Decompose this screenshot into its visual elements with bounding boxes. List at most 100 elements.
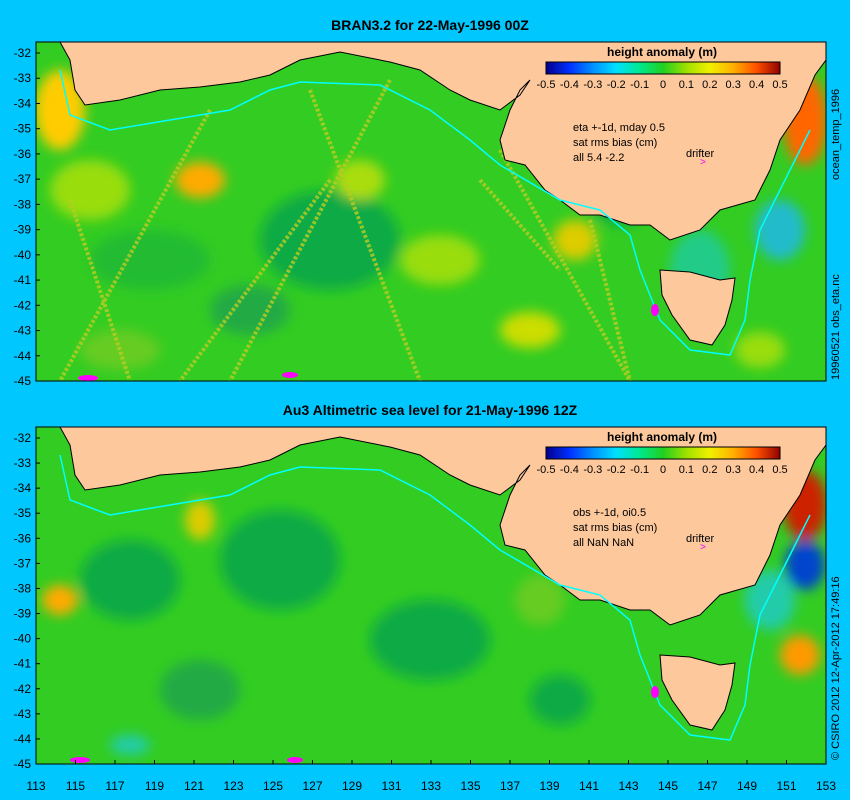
top-map-panel: BRAN3.2 for 22-May-1996 00Z height anoma… (14, 17, 827, 388)
bottom-colorbar-tick-label: 0.4 (749, 464, 764, 476)
bottom-y-tick-label: -41 (14, 657, 32, 671)
bottom-x-tick-label: 125 (263, 779, 283, 793)
bottom-colorbar-tick-label: 0 (660, 464, 666, 476)
bottom-x-tick-label: 113 (26, 779, 45, 793)
top-stats-line: all 5.4 -2.2 (573, 152, 624, 164)
top-satellite-tracks (58, 79, 632, 381)
top-y-tick-label: -40 (14, 248, 32, 262)
top-y-tick-label: -34 (14, 96, 32, 110)
top-side-label: ocean_temp_1996 (830, 88, 842, 180)
bottom-colorbar-tick-label: 0.5 (772, 464, 787, 476)
top-y-tick-label: -45 (14, 374, 32, 388)
bottom-drifter-mark-2 (70, 757, 90, 763)
bottom-y-tick-label: -38 (14, 581, 32, 595)
bottom-drifter-label: drifter (686, 533, 714, 545)
bottom-y-tick-label: -36 (14, 531, 32, 545)
bottom-x-axis: 113 115 117 119 121 123 125 127 129 131 133 135 137 1… (26, 760, 836, 793)
bottom-x-tick-label: 145 (658, 779, 678, 793)
bottom-colorbar-tick-label: -0.5 (537, 464, 556, 476)
top-colorbar-tick-label: -0.5 (537, 79, 556, 91)
top-drifter-icon: > (700, 157, 706, 168)
bottom-x-tick-label: 139 (539, 779, 559, 793)
bottom-land (59, 427, 826, 626)
top-colorbar: height anomaly (m) -0.5 -0.4 -0.3 -0.2 -0.1 0… (537, 45, 788, 91)
bottom-stats: obs +-1d, oi0.5 sat rms bias (cm) all Na… (573, 507, 714, 553)
bottom-drifter-mark-3 (287, 757, 303, 763)
bottom-title: Au3 Altimetric sea level for 21-May-1996… (283, 402, 578, 418)
top-y-tick-label: -32 (14, 46, 32, 60)
top-y-tick-label: -39 (14, 223, 32, 237)
top-y-axis: -32 -33 -34 -35 -36 -37 -38 -39 -40 -41 -42 -43 -44 -… (14, 46, 40, 388)
top-y-tick-label: -38 (14, 197, 32, 211)
bottom-x-tick-label: 131 (381, 779, 401, 793)
bottom-y-tick-label: -44 (14, 732, 32, 746)
top-colorbar-ticks: -0.5 -0.4 -0.3 -0.2 -0.1 0 0.1 0.2 0.3 0.4 0.5 (537, 79, 788, 91)
bottom-x-tick-label: 149 (737, 779, 757, 793)
top-colorbar-tick-label: -0.4 (560, 79, 579, 91)
bottom-colorbar-tick-label: 0.1 (679, 464, 694, 476)
top-colorbar-tick-label: 0.5 (772, 79, 787, 91)
top-colorbar-tick-label: 0.3 (726, 79, 741, 91)
bottom-x-tick-label: 137 (500, 779, 520, 793)
bottom-stats-line: all NaN NaN (573, 537, 634, 549)
top-colorbar-scale (545, 61, 781, 75)
bottom-x-tick-label: 143 (618, 779, 638, 793)
bottom-y-tick-label: -39 (14, 607, 32, 621)
bottom-x-tick-label: 121 (184, 779, 204, 793)
bottom-x-tick-label: 153 (816, 779, 836, 793)
bottom-tasmania (659, 654, 736, 731)
top-y-tick-label: -37 (14, 172, 32, 186)
bottom-y-tick-label: -33 (14, 456, 32, 470)
bottom-x-tick-label: 133 (421, 779, 441, 793)
bottom-stats-line: sat rms bias (cm) (573, 522, 657, 534)
bottom-x-tick-label: 127 (302, 779, 322, 793)
bottom-colorbar-ticks: -0.5 -0.4 -0.3 -0.2 -0.1 0 0.1 0.2 0.3 0.4 0.5 (537, 464, 788, 476)
bottom-colorbar-tick-label: 0.2 (702, 464, 717, 476)
top-colorbar-tick-label: 0.2 (702, 79, 717, 91)
top-stats-line: eta +-1d, mday 0.5 (573, 122, 665, 134)
top-colorbar-tick-label: -0.1 (630, 79, 649, 91)
top-stats: eta +-1d, mday 0.5 sat rms bias (cm) all… (573, 122, 714, 168)
top-y-tick-label: -43 (14, 324, 32, 338)
bottom-drifter-mark (651, 686, 659, 698)
top-y-tick-label: -44 (14, 349, 32, 363)
bottom-colorbar-title: height anomaly (m) (607, 430, 717, 444)
top-colorbar-tick-label: 0.4 (749, 79, 764, 91)
bottom-x-tick-label: 147 (697, 779, 717, 793)
top-colorbar-title: height anomaly (m) (607, 45, 717, 59)
top-colorbar-tick-label: 0 (660, 79, 666, 91)
bottom-y-tick-label: -45 (14, 757, 32, 771)
bottom-map-panel: Au3 Altimetric sea level for 21-May-1996… (14, 402, 837, 793)
top-drifter-mark-3 (282, 372, 298, 378)
bottom-y-axis: -32 -33 -34 -35 -36 -37 -38 -39 -40 -41 -42 -43 -44 -… (14, 431, 40, 771)
bottom-colorbar-tick-label: -0.1 (630, 464, 649, 476)
bottom-anomaly-blobs (42, 470, 826, 755)
bottom-y-tick-label: -32 (14, 431, 32, 445)
bottom-x-tick-label: 117 (105, 779, 124, 793)
bottom-y-tick-label: -35 (14, 506, 32, 520)
bottom-contour-line (59, 454, 811, 741)
bottom-drifter-icon: > (700, 542, 706, 553)
bottom-y-tick-label: -34 (14, 481, 32, 495)
top-stats-line: sat rms bias (cm) (573, 137, 657, 149)
top-y-tick-label: -41 (14, 273, 32, 287)
top-colorbar-tick-label: -0.2 (607, 79, 626, 91)
top-colorbar-tick-label: 0.1 (679, 79, 694, 91)
top-land (59, 42, 826, 241)
top-side-label-2: 19960521 obs_eta.nc (830, 274, 842, 380)
bottom-x-tick-label: 151 (776, 779, 796, 793)
bottom-colorbar-tick-label: 0.3 (726, 464, 741, 476)
bottom-x-tick-label: 123 (223, 779, 243, 793)
bottom-y-tick-label: -37 (14, 556, 32, 570)
bottom-x-tick-label: 115 (66, 779, 85, 793)
top-y-tick-label: -35 (14, 122, 32, 136)
top-colorbar-tick-label: -0.3 (583, 79, 602, 91)
bottom-colorbar-tick-label: -0.4 (560, 464, 579, 476)
top-y-tick-label: -42 (14, 298, 32, 312)
bottom-x-tick-label: 141 (579, 779, 599, 793)
top-drifter-mark-2 (78, 375, 98, 381)
bottom-colorbar-tick-label: -0.3 (583, 464, 602, 476)
bottom-colorbar: height anomaly (m) -0.5 -0.4 -0.3 -0.2 -0.1 0… (537, 430, 788, 476)
top-y-tick-label: -36 (14, 147, 32, 161)
